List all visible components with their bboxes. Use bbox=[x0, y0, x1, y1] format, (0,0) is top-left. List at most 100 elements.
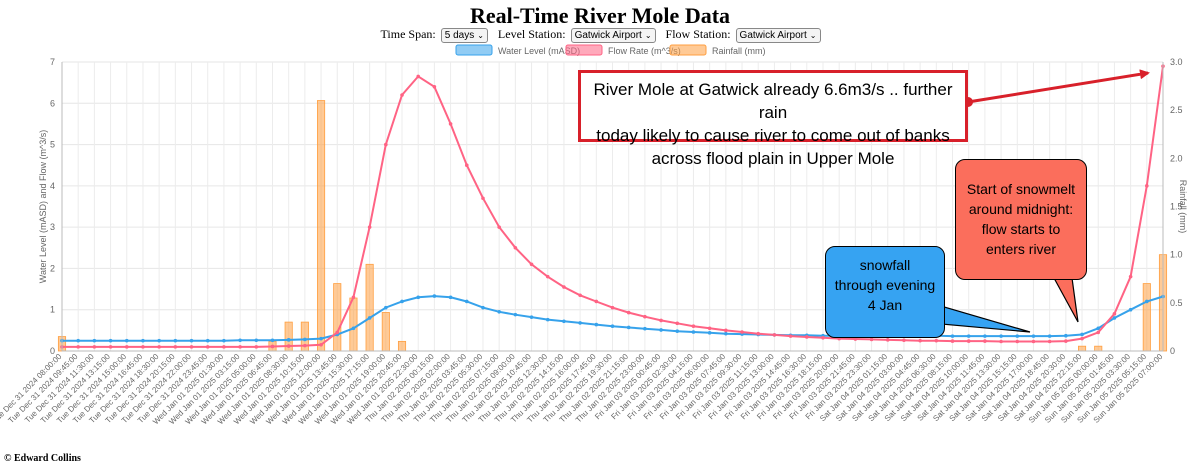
flow-rate-point bbox=[707, 326, 712, 331]
chevron-down-icon: ⌄ bbox=[477, 30, 484, 40]
water-level-point bbox=[1128, 307, 1133, 312]
legend-swatch bbox=[565, 44, 603, 56]
annotation-line: River Mole at Gatwick already 6.6m3/s ..… bbox=[593, 80, 953, 122]
water-level-point bbox=[724, 331, 728, 336]
y2-tick-label: 0 bbox=[1170, 346, 1175, 356]
legend-swatch bbox=[669, 44, 707, 56]
flow-rate-point bbox=[675, 321, 680, 326]
flow-rate-point bbox=[853, 337, 858, 341]
flow-rate-point bbox=[1064, 339, 1068, 343]
flow-rate-point bbox=[108, 345, 113, 349]
flow-rate-point bbox=[659, 318, 663, 323]
flow-rate-point bbox=[1031, 339, 1036, 344]
y2-tick-label: 1.0 bbox=[1170, 250, 1183, 260]
water-level-point bbox=[351, 326, 356, 331]
page-title: Real-Time River Mole Data bbox=[469, 3, 731, 28]
flow-rate-point bbox=[76, 345, 80, 349]
water-level-point bbox=[966, 334, 971, 338]
water-level-point bbox=[205, 338, 210, 343]
flow-rate-point bbox=[772, 333, 777, 337]
water-level-point bbox=[626, 325, 631, 330]
y2-tick-label: 2.5 bbox=[1170, 105, 1183, 115]
water-level-point bbox=[286, 338, 291, 342]
y-tick-label: 0 bbox=[50, 346, 55, 356]
legend-rainfall: Rainfall (mm) bbox=[669, 44, 766, 56]
water-level-point bbox=[1145, 299, 1149, 304]
flow-rate-point bbox=[821, 335, 825, 340]
flow-rate-point bbox=[173, 345, 178, 349]
flow-rate-point bbox=[885, 338, 890, 342]
flow-rate-point bbox=[367, 225, 372, 229]
flow-rate-point bbox=[238, 345, 242, 349]
water-level-point bbox=[319, 336, 323, 341]
water-level-point bbox=[1096, 326, 1101, 331]
legend-label: Flow Rate (m^3/s) bbox=[608, 46, 681, 56]
flow-rate-point bbox=[416, 74, 421, 79]
flow-station-label: Flow Station: bbox=[665, 27, 731, 41]
water-level-point bbox=[76, 338, 80, 343]
flow-rate-point bbox=[1096, 330, 1101, 335]
flow-rate-point bbox=[934, 338, 939, 343]
flow-rate-point bbox=[756, 331, 761, 336]
y-tick-label: 7 bbox=[50, 57, 55, 67]
y2-tick-label: 2.0 bbox=[1170, 153, 1183, 163]
flow-rate-point bbox=[918, 338, 922, 343]
annotation-line: around midnight: bbox=[968, 201, 1074, 217]
flow-rate-point bbox=[788, 334, 793, 338]
flow-rate-point bbox=[545, 274, 550, 279]
flow-rate-point bbox=[303, 343, 307, 348]
rainfall-bar bbox=[397, 340, 407, 352]
rainfall-bar bbox=[381, 312, 390, 352]
time-span-select[interactable]: 5 days ⌄ bbox=[440, 27, 488, 43]
legend-label: Rainfall (mm) bbox=[712, 46, 766, 56]
legend-swatch bbox=[455, 44, 493, 56]
legend-water-level: Water Level (mASD) bbox=[455, 44, 580, 56]
flow-rate-point bbox=[205, 345, 210, 349]
flow-rate-point bbox=[1047, 339, 1052, 344]
y-tick-label: 4 bbox=[50, 181, 55, 191]
annotation-line: flow starts to bbox=[981, 221, 1061, 237]
water-level-point bbox=[545, 317, 550, 322]
flow-rate-point bbox=[1015, 339, 1020, 344]
water-level-point bbox=[270, 338, 275, 343]
flow-rate-point bbox=[141, 345, 145, 349]
flow-rate-point bbox=[578, 293, 582, 298]
y-tick-label: 1 bbox=[50, 305, 55, 315]
rainfall-bar bbox=[365, 263, 374, 352]
water-level-point bbox=[384, 305, 388, 310]
flow-rate-point bbox=[448, 122, 453, 126]
water-level-point bbox=[1064, 333, 1068, 338]
water-level-point bbox=[254, 338, 259, 343]
level-station-select[interactable]: Gatwick Airport ⌄ bbox=[570, 27, 656, 43]
annotation-line: 4 Jan bbox=[867, 297, 903, 313]
y-tick-label: 3 bbox=[50, 222, 55, 232]
flow-station-select[interactable]: Gatwick Airport ⌄ bbox=[735, 27, 821, 43]
water-level-point bbox=[92, 338, 97, 343]
flow-rate-point bbox=[432, 84, 437, 89]
annotation-line: enters river bbox=[985, 241, 1057, 257]
rainfall-bar bbox=[1142, 283, 1151, 352]
flow-rate-point bbox=[254, 345, 259, 349]
water-level-point bbox=[594, 322, 599, 327]
water-level-point bbox=[189, 338, 194, 343]
y2-tick-label: 0.5 bbox=[1170, 298, 1183, 308]
water-level-point bbox=[141, 338, 145, 343]
annotation-line: Start of snowmelt bbox=[966, 181, 1076, 197]
water-level-point bbox=[400, 299, 404, 304]
water-level-point bbox=[303, 337, 307, 342]
flow-rate-point bbox=[286, 344, 291, 348]
water-level-point bbox=[1015, 334, 1020, 338]
flow-rate-point bbox=[189, 345, 194, 349]
water-level-point bbox=[1031, 334, 1036, 338]
flow-rate-point bbox=[497, 225, 501, 229]
water-level-point bbox=[675, 329, 680, 333]
flow-rate-point bbox=[869, 337, 874, 342]
water-level-point bbox=[416, 295, 421, 300]
series-lines bbox=[60, 64, 1165, 349]
flow-rate-point bbox=[222, 345, 226, 349]
legend[interactable]: Water Level (mASD) Flow Rate (m^3/s) Rainf… bbox=[455, 44, 766, 56]
flow-rate-point bbox=[950, 339, 955, 343]
y-tick-label: 5 bbox=[50, 140, 55, 150]
water-level-point bbox=[497, 309, 501, 314]
annotation-flood-warning: River Mole at Gatwick already 6.6m3/s ..… bbox=[578, 70, 968, 168]
